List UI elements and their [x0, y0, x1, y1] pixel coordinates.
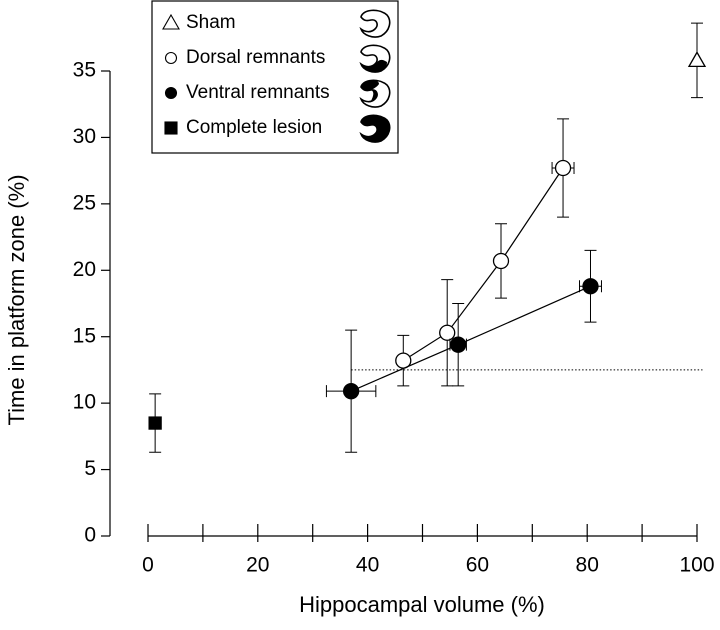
point — [148, 416, 162, 430]
x-tick-label: 20 — [246, 554, 269, 577]
y-tick-label: 30 — [73, 125, 96, 148]
legend-marker — [164, 51, 178, 65]
point — [687, 51, 707, 68]
x-axis-title: Hippocampal volume (%) — [299, 592, 545, 617]
y-tick-label: 0 — [84, 524, 96, 547]
point — [492, 252, 510, 270]
legend-box — [151, 0, 399, 154]
legend-label: Sham — [186, 12, 236, 33]
icon-outline — [359, 9, 391, 38]
point — [439, 324, 456, 341]
y-tick-label: 5 — [84, 457, 96, 480]
x-tick-label: 100 — [679, 554, 714, 577]
legend-label: Complete lesion — [186, 117, 322, 138]
legend-icon — [359, 79, 391, 108]
y-tick-label: 20 — [73, 258, 96, 281]
legend-icon — [359, 44, 391, 73]
y-tick-label: 35 — [73, 59, 96, 82]
point — [450, 336, 467, 353]
x-tick-label: 60 — [466, 554, 489, 577]
y-tick-label: 15 — [73, 324, 96, 347]
legend-label: Ventral remnants — [186, 82, 330, 103]
icon-shade — [361, 80, 379, 101]
legend-icon — [359, 114, 391, 143]
legend-label: Dorsal remnants — [186, 47, 325, 68]
point — [342, 383, 360, 400]
point — [554, 159, 572, 177]
x-tick-label: 0 — [142, 554, 154, 577]
icon-outline — [359, 114, 391, 143]
x-tick-label: 40 — [356, 554, 379, 577]
legend-marker — [162, 13, 180, 30]
legend-marker — [164, 86, 178, 100]
y-axis-title: Time in platform zone (%) — [4, 174, 29, 425]
x-tick-label: 80 — [576, 554, 599, 577]
point — [582, 278, 599, 295]
icon-shade — [361, 59, 387, 73]
series-line — [402, 167, 564, 362]
y-tick-label: 10 — [73, 391, 96, 414]
legend-icon — [359, 9, 391, 38]
y-tick-label: 25 — [73, 191, 96, 214]
legend-marker — [164, 121, 178, 135]
